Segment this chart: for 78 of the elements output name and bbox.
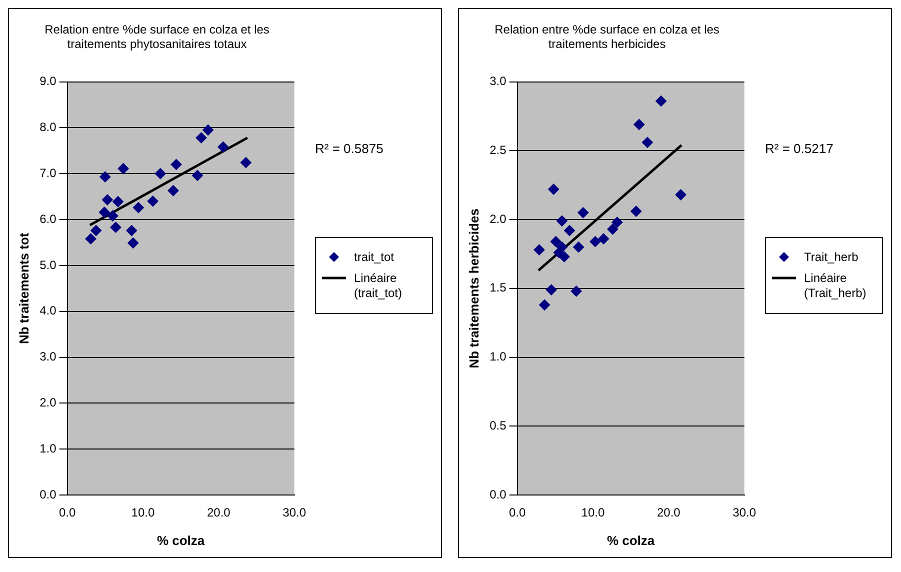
- point: [112, 196, 124, 208]
- point: [578, 207, 589, 218]
- point: [102, 194, 113, 206]
- y-tick-label: 2.5: [490, 142, 507, 157]
- legend-label: Linéaire (trait_tot): [354, 271, 404, 301]
- point: [656, 96, 667, 107]
- y-tick-label: 1.5: [490, 280, 507, 295]
- point: [553, 247, 564, 258]
- point: [126, 225, 138, 236]
- point: [675, 189, 686, 200]
- point: [168, 185, 179, 196]
- point: [630, 206, 642, 217]
- y-tick-label: 5.0: [40, 258, 57, 272]
- point: [570, 286, 582, 297]
- point: [573, 242, 584, 253]
- point: [85, 233, 96, 244]
- point: [634, 119, 645, 130]
- point: [154, 168, 166, 180]
- point: [196, 132, 207, 144]
- y-tick-label: 1.0: [40, 441, 57, 456]
- point: [556, 215, 568, 226]
- x-tick-label: 20.0: [206, 506, 231, 520]
- chart-title: Relation entre %de surface en colza et les traitements phytosanitaires totaux: [44, 22, 270, 51]
- point: [539, 299, 550, 310]
- point: [107, 210, 118, 222]
- point: [170, 158, 182, 170]
- point: [128, 237, 139, 248]
- point: [240, 157, 252, 168]
- point: [612, 216, 623, 228]
- x-axis-title: % colza: [156, 532, 206, 548]
- point: [98, 206, 110, 218]
- point: [218, 141, 229, 152]
- x-tick-label: 10.0: [131, 506, 155, 520]
- y-tick-label: 2.0: [40, 395, 57, 410]
- point: [564, 225, 575, 236]
- x-axis-title: % colza: [606, 532, 656, 548]
- x-tick-label: 30.0: [282, 506, 306, 520]
- chart-title: Relation entre %de surface en colza et les traitements herbicides: [494, 22, 720, 51]
- y-tick-label: 8.0: [40, 120, 57, 134]
- y-tick-label: 3.0: [490, 74, 507, 88]
- y-tick-label: 0.5: [490, 418, 507, 432]
- x-tick-label: 20.0: [656, 506, 681, 520]
- point: [90, 225, 102, 236]
- legend-label: Trait_herb: [804, 250, 858, 265]
- y-tick-label: 7.0: [40, 166, 57, 180]
- point: [550, 236, 562, 248]
- y-tick-label: 0.0: [490, 487, 507, 502]
- text: R² = 0.5875: [315, 141, 384, 156]
- y-tick-label: 3.0: [40, 350, 57, 364]
- point: [202, 124, 214, 136]
- point: [147, 196, 158, 207]
- y-axis-title: Nb traitements herbicides: [466, 208, 482, 368]
- x-tick-label: 0.0: [58, 506, 76, 520]
- y-tick-label: 2.0: [490, 212, 507, 226]
- point: [548, 184, 560, 195]
- point: [546, 284, 557, 296]
- point: [642, 136, 653, 148]
- y-tick-label: 6.0: [40, 212, 57, 226]
- point: [110, 222, 122, 233]
- legend-label: trait_tot: [354, 250, 394, 265]
- point: [132, 202, 144, 214]
- y-tick-label: 4.0: [40, 304, 57, 318]
- x-tick-label: 30.0: [732, 506, 756, 520]
- x-tick-label: 0.0: [508, 506, 526, 520]
- y-axis-title: Nb traitements tot: [16, 232, 32, 344]
- x-tick-label: 10.0: [581, 506, 605, 520]
- y-tick-label: 0.0: [40, 487, 57, 502]
- y-tick-label: 1.0: [490, 350, 507, 364]
- point: [598, 233, 610, 244]
- text: R² = 0.5217: [765, 141, 834, 156]
- point: [100, 171, 111, 182]
- y-tick-label: 9.0: [40, 74, 57, 88]
- point: [534, 244, 545, 256]
- point: [590, 236, 601, 248]
- point: [607, 224, 618, 235]
- legend-label: Linéaire (Trait_herb): [804, 271, 868, 301]
- point: [192, 170, 203, 181]
- point: [118, 163, 129, 174]
